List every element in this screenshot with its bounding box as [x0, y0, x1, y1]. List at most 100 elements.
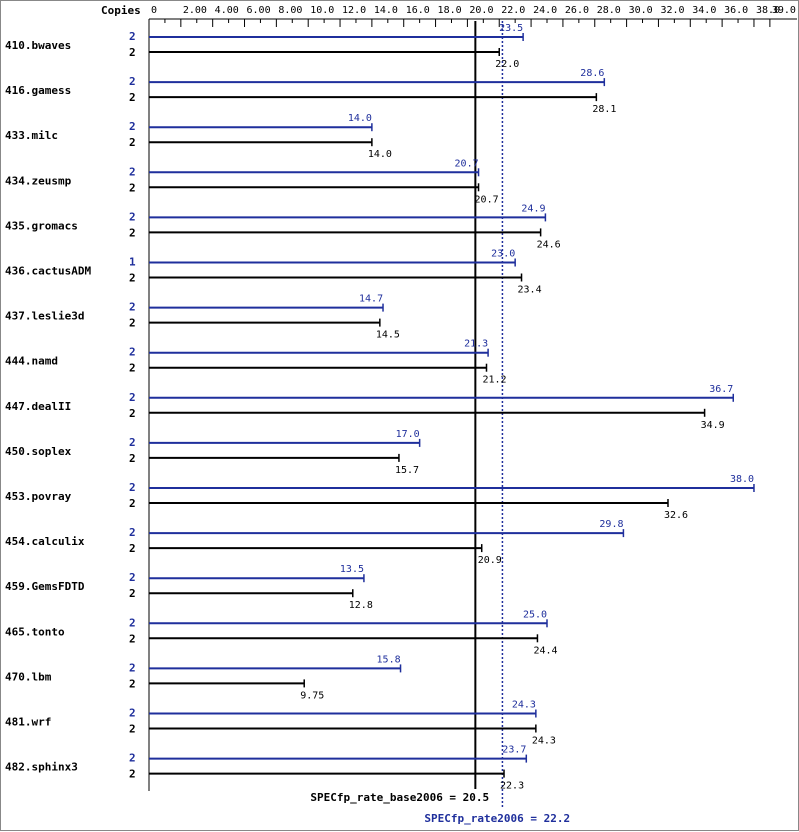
base-copies-label: 2 [129, 226, 136, 239]
base-copies-label: 2 [129, 181, 136, 194]
x-tick-label: 0 [151, 5, 157, 16]
peak-value-label: 24.3 [512, 700, 536, 711]
base-copies-label: 2 [129, 91, 136, 104]
base-copies-label: 2 [129, 677, 136, 690]
peak-copies-label: 1 [129, 256, 136, 269]
peak-copies-label: 2 [129, 436, 136, 449]
base-value-label: 20.9 [478, 555, 502, 566]
x-tick-label: 6.00 [247, 5, 271, 16]
peak-copies-label: 2 [129, 616, 136, 629]
peak-value-label: 38.0 [730, 474, 754, 485]
benchmark-label: 482.sphinx3 [5, 761, 78, 774]
peak-copies-label: 2 [129, 75, 136, 88]
x-tick-label: 12.0 [342, 5, 366, 16]
peak-copies-label: 2 [129, 707, 136, 720]
x-tick-label: 38.0 [756, 5, 780, 16]
x-tick-label: 20.0 [469, 5, 493, 16]
x-tick-label: 28.0 [597, 5, 621, 16]
peak-value-label: 15.8 [377, 654, 401, 665]
benchmark-label: 450.soplex [5, 445, 72, 458]
benchmark-label: 435.gromacs [5, 219, 78, 232]
x-tick-label: 14.0 [374, 5, 398, 16]
base-copies-label: 2 [129, 768, 136, 781]
x-tick-label: 34.0 [692, 5, 716, 16]
peak-copies-label: 2 [129, 571, 136, 584]
base-value-label: 22.0 [495, 59, 519, 70]
base-value-label: 9.75 [300, 690, 324, 701]
peak-value-label: 21.3 [464, 339, 488, 350]
peak-value-label: 14.0 [348, 113, 372, 124]
x-tick-label: 26.0 [565, 5, 589, 16]
peak-copies-label: 2 [129, 120, 136, 133]
base-copies-label: 2 [129, 723, 136, 736]
peak-copies-label: 2 [129, 301, 136, 314]
peak-value-label: 29.8 [599, 519, 623, 530]
peak-copies-label: 2 [129, 346, 136, 359]
peak-copies-label: 2 [129, 661, 136, 674]
base-reference-label: SPECfp_rate_base2006 = 20.5 [310, 791, 489, 804]
peak-copies-label: 2 [129, 391, 136, 404]
base-value-label: 24.4 [533, 645, 557, 656]
base-value-label: 24.6 [537, 239, 561, 250]
base-value-label: 32.6 [664, 510, 688, 521]
base-copies-label: 2 [129, 136, 136, 149]
base-copies-label: 2 [129, 632, 136, 645]
base-value-label: 14.0 [368, 149, 392, 160]
peak-value-label: 24.9 [521, 203, 545, 214]
base-value-label: 15.7 [395, 465, 419, 476]
base-value-label: 21.2 [483, 375, 507, 386]
base-copies-label: 2 [129, 317, 136, 330]
x-tick-label: 18.0 [438, 5, 462, 16]
benchmark-label: 410.bwaves [5, 39, 71, 52]
peak-copies-label: 2 [129, 481, 136, 494]
peak-value-label: 25.0 [523, 609, 547, 620]
peak-value-label: 13.5 [340, 564, 364, 575]
x-tick-label: 22.0 [501, 5, 525, 16]
peak-copies-label: 2 [129, 165, 136, 178]
benchmark-label: 459.GemsFDTD [5, 580, 85, 593]
base-copies-label: 2 [129, 497, 136, 510]
base-copies-label: 2 [129, 272, 136, 285]
x-tick-label: 2.00 [183, 5, 207, 16]
x-tick-label: 4.00 [215, 5, 239, 16]
benchmark-label: 416.gamess [5, 84, 71, 97]
base-value-label: 23.4 [518, 285, 542, 296]
peak-value-label: 28.6 [580, 68, 604, 79]
x-tick-label: 8.00 [278, 5, 302, 16]
x-tick-label: 32.0 [660, 5, 684, 16]
benchmark-label: 447.dealII [5, 400, 71, 413]
base-copies-label: 2 [129, 587, 136, 600]
peak-value-label: 17.0 [396, 429, 420, 440]
base-value-label: 12.8 [349, 600, 373, 611]
peak-value-label: 14.7 [359, 294, 383, 305]
benchmark-label: 444.namd [5, 355, 58, 368]
benchmark-label: 481.wrf [5, 716, 51, 729]
benchmark-label: 433.milc [5, 129, 58, 142]
peak-value-label: 23.7 [502, 745, 526, 756]
base-value-label: 20.7 [475, 194, 499, 205]
peak-value-label: 23.0 [491, 249, 515, 260]
base-copies-label: 2 [129, 452, 136, 465]
base-copies-label: 2 [129, 542, 136, 555]
benchmark-label: 437.leslie3d [5, 310, 84, 323]
peak-copies-label: 2 [129, 30, 136, 43]
copies-axis-label: Copies [101, 4, 141, 17]
peak-reference-label: SPECfp_rate2006 = 22.2 [424, 812, 570, 825]
benchmark-label: 436.cactusADM [5, 265, 91, 278]
peak-value-label: 20.7 [455, 158, 479, 169]
x-tick-label: 24.0 [533, 5, 557, 16]
peak-value-label: 23.5 [499, 23, 523, 34]
peak-value-label: 36.7 [709, 384, 733, 395]
base-value-label: 22.3 [500, 781, 524, 792]
x-tick-label: 30.0 [629, 5, 653, 16]
base-copies-label: 2 [129, 46, 136, 59]
benchmark-label: 434.zeusmp [5, 174, 72, 187]
x-tick-label: 16.0 [406, 5, 430, 16]
benchmark-label: 465.tonto [5, 625, 65, 638]
base-value-label: 24.3 [532, 736, 556, 747]
peak-copies-label: 2 [129, 752, 136, 765]
benchmark-label: 453.povray [5, 490, 72, 503]
x-tick-label: 36.0 [724, 5, 748, 16]
